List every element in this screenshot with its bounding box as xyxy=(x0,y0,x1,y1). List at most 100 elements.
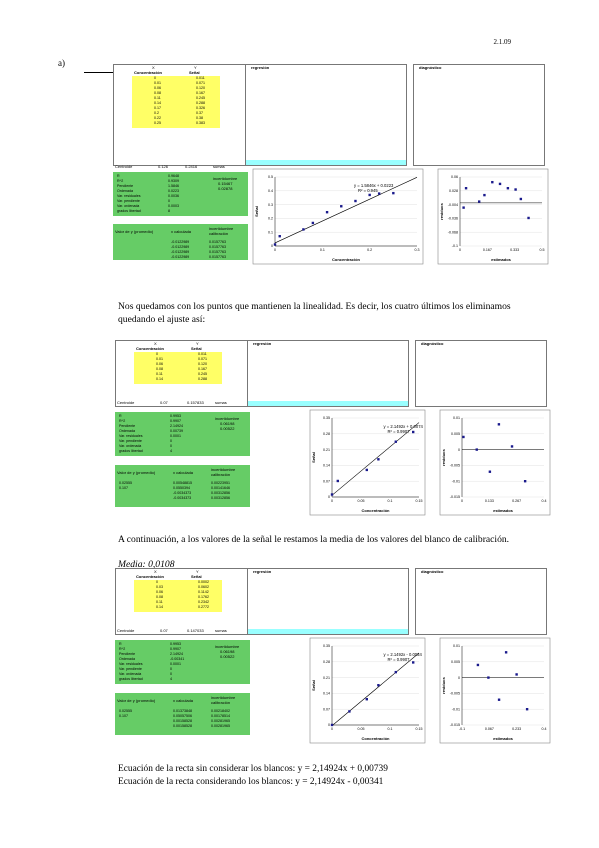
rows-cell: 0.0002 xyxy=(198,580,209,584)
regression-table-1: regresión xyxy=(245,64,407,166)
stat-value: 0 xyxy=(168,199,170,203)
stats-table-2: R 0.9953 R^2 0.9907 Pendiente 2.14924 Ordenada… xyxy=(115,412,250,456)
spreadsheet-block-1: X Y Concentración Señal 0 0.011 0.01 0.071 0… xyxy=(113,64,549,265)
incert-1: 0.06198 xyxy=(220,421,235,426)
diagnostic-table-3: diagnóstico xyxy=(415,568,547,635)
media-label: Media: 0,0108 xyxy=(118,559,175,570)
centroide-x: 0.126 xyxy=(158,164,169,169)
chart-r2: R² = 0.9907 xyxy=(388,429,411,434)
calc_rows-cell: 0.01373848 xyxy=(173,709,192,713)
y-tick-label: -0.01 xyxy=(452,479,460,483)
x-axis-label: estimados xyxy=(493,508,514,513)
col-y: Y xyxy=(196,569,199,574)
stat-value: 0.9309 xyxy=(168,179,179,183)
stat-label: Var. ordenada xyxy=(119,444,142,448)
stat-value: 0.9953 xyxy=(170,642,181,646)
calc_rows-cell: 0.107 xyxy=(119,486,128,490)
y-tick-label: 0.14 xyxy=(323,692,330,696)
incert-label: incertidumbre xyxy=(215,644,240,649)
stat-label: R^2 xyxy=(119,419,126,423)
stat-value: 0.0001 xyxy=(170,434,181,438)
rows-cell: 0 xyxy=(156,352,158,356)
rows-cell: 0.071 xyxy=(198,357,207,361)
calc_rows-cell: 0.02555 xyxy=(119,481,132,485)
incert-1: 0.15467 xyxy=(218,181,233,186)
calc-h2: x calculada xyxy=(173,470,194,475)
stat-label: Var. pendiente xyxy=(119,667,142,671)
y-axis-label: residuos xyxy=(439,202,444,219)
calc_rows-cell: 0.00141646 xyxy=(211,486,230,490)
chart-r2: R² = 0.9907 xyxy=(388,657,411,662)
stat-label: Pendiente xyxy=(119,652,136,656)
y-tick-label: -0.015 xyxy=(450,495,460,499)
data-point xyxy=(498,182,502,186)
stat-label: R xyxy=(117,174,120,178)
calc_rows-cell: 0.00548815 xyxy=(173,481,192,485)
chart-r2: R² = 0.945 xyxy=(358,188,378,193)
rows-cell: 0.167 xyxy=(198,367,207,371)
residuals-chart-2: -0.015 -0.01 -0.005 0 0.005 0.01 0 0.133 0.267 0.… xyxy=(439,409,551,516)
data-point xyxy=(462,206,465,209)
calc_rows-cell: 0.00223951 xyxy=(211,481,230,485)
rows-cell: 0 xyxy=(154,76,156,80)
calc_rows-cell: 0.0157763 xyxy=(209,255,226,259)
y-tick-label: 0.01 xyxy=(453,416,460,420)
trendline xyxy=(331,422,420,496)
data-point xyxy=(392,191,395,195)
stat-value: 4 xyxy=(170,677,172,681)
stats-table-3: R 0.9953 R^2 0.9907 Pendiente 2.14924 Ordenada… xyxy=(115,640,250,684)
rows-cell: 0.06 xyxy=(154,86,161,90)
rows-cell: 0.245 xyxy=(196,96,205,100)
rows-cell: 0.1762 xyxy=(198,595,209,599)
equation-with-blanks: Ecuación de la recta considerando los bl… xyxy=(118,777,384,787)
x-tick-label: -0.1 xyxy=(459,727,465,731)
y-tick-label: 0.21 xyxy=(323,676,330,680)
x-tick-label: 0.05 xyxy=(358,727,365,731)
y-tick-label: 0.005 xyxy=(451,432,460,436)
totals-row xyxy=(246,160,406,165)
data-point xyxy=(377,684,380,687)
calc-table-2: Valor de y (promedio) x calculada incert… xyxy=(115,465,250,507)
x-tick-label: 0.1 xyxy=(320,248,325,252)
rows-cell: 0.011 xyxy=(196,76,205,80)
diagnostic-table-1: diagnóstico xyxy=(413,64,545,166)
data-point xyxy=(377,458,380,461)
rows-cell: 0.06 xyxy=(156,590,163,594)
centroide-y: 0.147033 xyxy=(187,628,204,633)
rows-cell: 0.08 xyxy=(156,595,163,599)
stat-label: R xyxy=(119,414,122,418)
data-point xyxy=(394,440,397,443)
x-axis-label: Concentración xyxy=(361,508,390,513)
rows-cell: 0.288 xyxy=(196,101,205,105)
paragraph-1: Nos quedamos con los puntos que mantiene… xyxy=(118,301,511,325)
rows-cell: 0.11 xyxy=(156,372,163,376)
calc_rows-cell: 0.00218402 xyxy=(211,709,230,713)
stat-value: -0.00341 xyxy=(170,657,185,661)
y-tick-label: 0.21 xyxy=(323,448,330,452)
diagnostic-table-2: diagnóstico xyxy=(415,340,547,407)
y-tick-label: -0.015 xyxy=(450,723,460,727)
calc_rows-cell: 0.00158528 xyxy=(173,724,192,728)
x-tick-label: 0.15 xyxy=(416,499,423,503)
calc-h1: Valor de y (promedio) xyxy=(117,470,156,475)
stat-label: Var. pendiente xyxy=(117,199,140,203)
rows-cell: 0.167 xyxy=(196,91,205,95)
stat-value: 2.14924 xyxy=(170,652,183,656)
rows-cell: 0.0602 xyxy=(198,585,209,589)
data-point xyxy=(491,180,494,184)
stat-value: 0 xyxy=(170,667,172,671)
stat-value: 0.0003 xyxy=(168,204,179,208)
rows-cell: 0.120 xyxy=(198,362,207,366)
data-area xyxy=(132,76,220,128)
data-point xyxy=(514,188,517,191)
x-tick-label: 0 xyxy=(331,727,333,731)
calc_rows-cell: 0.05057506 xyxy=(173,714,192,718)
rows-cell: 0.2772 xyxy=(198,605,209,609)
data-table-1: X Y Concentración Señal 0 0.011 0.01 0.071 0… xyxy=(113,64,255,166)
data-area xyxy=(134,580,222,612)
data-point xyxy=(368,193,371,197)
y-tick-label: -0.004 xyxy=(448,203,458,207)
calc_rows-cell: 0.107 xyxy=(119,714,128,718)
stat-label: Var. ordenada xyxy=(119,672,142,676)
stat-value: 8 xyxy=(168,209,170,213)
